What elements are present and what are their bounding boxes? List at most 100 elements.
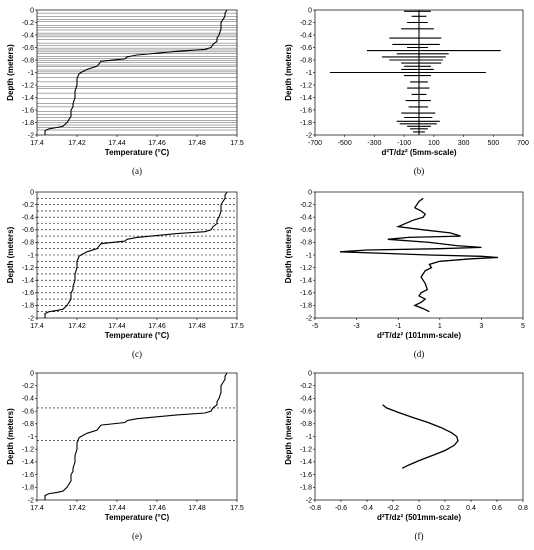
y-tick-label: -1.2 (300, 265, 312, 272)
y-tick-label: -1.2 (300, 447, 312, 454)
y-tick-label: -0.2 (22, 20, 34, 27)
data-line (44, 372, 228, 500)
y-tick-label: -1.2 (22, 447, 34, 454)
y-tick-label: -0.6 (300, 408, 312, 415)
y-tick-label: -2 (306, 132, 312, 139)
x-tick-label: -500 (338, 140, 352, 147)
x-tick-label: -0.6 (335, 505, 347, 512)
y-tick-label: -1.6 (22, 290, 34, 297)
y-tick-label: -0.2 (300, 383, 312, 390)
y-tick-label: -0.4 (22, 215, 34, 222)
y-tick-label: -0.6 (22, 227, 34, 234)
y-tick-label: -1.6 (22, 472, 34, 479)
y-tick-label: -2 (28, 132, 34, 139)
y-tick-label: -0.6 (300, 227, 312, 234)
y-tick-label: 0 (308, 7, 312, 14)
x-axis-label: d²T/dz² (501mm-scale) (377, 513, 461, 522)
x-tick-labels: 17.4 17.42 17.44 17.46 17.48 17.5 (30, 318, 244, 330)
x-tick-label: 100 (428, 140, 440, 147)
y-tick-label: -1 (306, 252, 312, 259)
panel-a: 0 -0.2 -0.4 -0.6 -0.8 -1 -1.2 -1.4 -1.6 -1.8 -2 17… (6, 7, 244, 176)
x-tick-label: -0.2 (387, 505, 399, 512)
y-tick-label: -0.2 (22, 383, 34, 390)
y-tick-label: -1.2 (22, 265, 34, 272)
x-tick-label: 0.4 (466, 505, 476, 512)
x-tick-label: 17.42 (68, 140, 86, 147)
data-line (382, 404, 459, 469)
x-tick-label: 0.6 (492, 505, 502, 512)
x-tick-label: -300 (367, 140, 381, 147)
y-axis-label: Depth (meters) (284, 226, 293, 283)
y-axis-label: Depth (meters) (6, 226, 15, 283)
panel-c: 0 -0.2 -0.4 -0.6 -0.8 -1 -1.2 -1.4 -1.6 -1.8 -2 17… (6, 189, 244, 359)
x-axis-label: Temperature (°C) (105, 513, 170, 522)
x-tick-label: 17.4 (30, 140, 44, 147)
panel-d: 0 -0.2 -0.4 -0.6 -0.8 -1 -1.2 -1.4 -1.6 -1.8 -2 -5… (284, 189, 525, 359)
y-tick-label: -0.6 (22, 408, 34, 415)
x-tick-label: 17.44 (108, 323, 126, 330)
panel-e: 0 -0.2 -0.4 -0.6 -0.8 -1 -1.2 -1.4 -1.6 -1.8 -2 17… (6, 370, 244, 541)
y-tick-label: -0.8 (22, 57, 34, 64)
panel-label: (d) (414, 349, 425, 359)
y-tick-label: -1.2 (300, 82, 312, 89)
y-tick-label: 0 (308, 370, 312, 377)
x-tick-label: 1 (438, 323, 442, 330)
x-tick-label: 17.4 (30, 323, 44, 330)
y-tick-label: -0.2 (22, 202, 34, 209)
x-tick-label: 300 (458, 140, 470, 147)
x-tick-labels: -5 -3 -1 1 3 5 (312, 318, 525, 330)
x-tick-label: 17.48 (188, 505, 206, 512)
y-tick-label: -1 (28, 434, 34, 441)
y-axis-label: Depth (meters) (6, 408, 15, 465)
panel-label: (f) (415, 531, 424, 541)
x-tick-label: -700 (308, 140, 322, 147)
x-tick-label: 500 (487, 140, 499, 147)
y-tick-labels: 0 -0.2 -0.4 -0.6 -0.8 -1 -1.2 -1.4 -1.6 -1.8 -2 (22, 189, 37, 322)
x-tick-label: 0.8 (518, 505, 528, 512)
x-tick-label: -0.4 (361, 505, 373, 512)
panel-label: (b) (414, 166, 425, 176)
data-line (44, 191, 228, 318)
x-axis-label: Temperature (°C) (105, 148, 170, 157)
x-tick-label: 0 (417, 505, 421, 512)
y-tick-label: -0.4 (300, 32, 312, 39)
x-axis-label: d²T/dz² (101mm-scale) (377, 331, 461, 340)
x-tick-label: 17.48 (188, 140, 206, 147)
y-tick-label: -1 (306, 434, 312, 441)
x-tick-labels: -0.8 -0.6 -0.4 -0.2 0 0.2 0.4 0.6 0.8 (309, 500, 528, 512)
x-tick-label: -1 (395, 323, 401, 330)
y-tick-label: -1.8 (300, 485, 312, 492)
y-tick-label: -1.6 (22, 107, 34, 114)
x-tick-label: 17.46 (148, 505, 166, 512)
x-tick-label: 3 (479, 323, 483, 330)
y-tick-label: 0 (30, 189, 34, 196)
y-tick-label: -0.2 (300, 202, 312, 209)
y-tick-label: -1.8 (22, 303, 34, 310)
y-tick-label: 0 (30, 7, 34, 14)
x-tick-label: 5 (521, 323, 525, 330)
y-tick-label: -0.8 (22, 421, 34, 428)
y-tick-label: -0.2 (300, 20, 312, 27)
x-tick-label: 17.5 (230, 140, 244, 147)
y-tick-label: -0.4 (300, 215, 312, 222)
y-tick-label: -2 (306, 315, 312, 322)
y-tick-label: -1.8 (22, 485, 34, 492)
x-tick-label: 17.5 (230, 505, 244, 512)
plot-area (36, 9, 238, 136)
y-tick-label: -1.4 (22, 278, 34, 285)
panel-label: (c) (132, 349, 142, 359)
y-tick-label: -1.4 (22, 95, 34, 102)
x-tick-label: 17.44 (108, 140, 126, 147)
y-tick-label: -1.4 (22, 459, 34, 466)
x-tick-label: 17.5 (230, 323, 244, 330)
panel-f: 0 -0.2 -0.4 -0.6 -0.8 -1 -1.2 -1.4 -1.6 -1.8 -2 -0… (284, 370, 528, 541)
y-tick-label: -1.8 (22, 120, 34, 127)
x-axis-label: d²T/dz² (5mm-scale) (381, 148, 456, 157)
x-tick-label: 17.42 (68, 505, 86, 512)
y-tick-label: -0.4 (22, 396, 34, 403)
x-tick-label: -3 (353, 323, 359, 330)
y-axis-label: Depth (meters) (284, 408, 293, 465)
y-tick-label: -1.6 (300, 290, 312, 297)
x-axis-label: Temperature (°C) (105, 331, 170, 340)
